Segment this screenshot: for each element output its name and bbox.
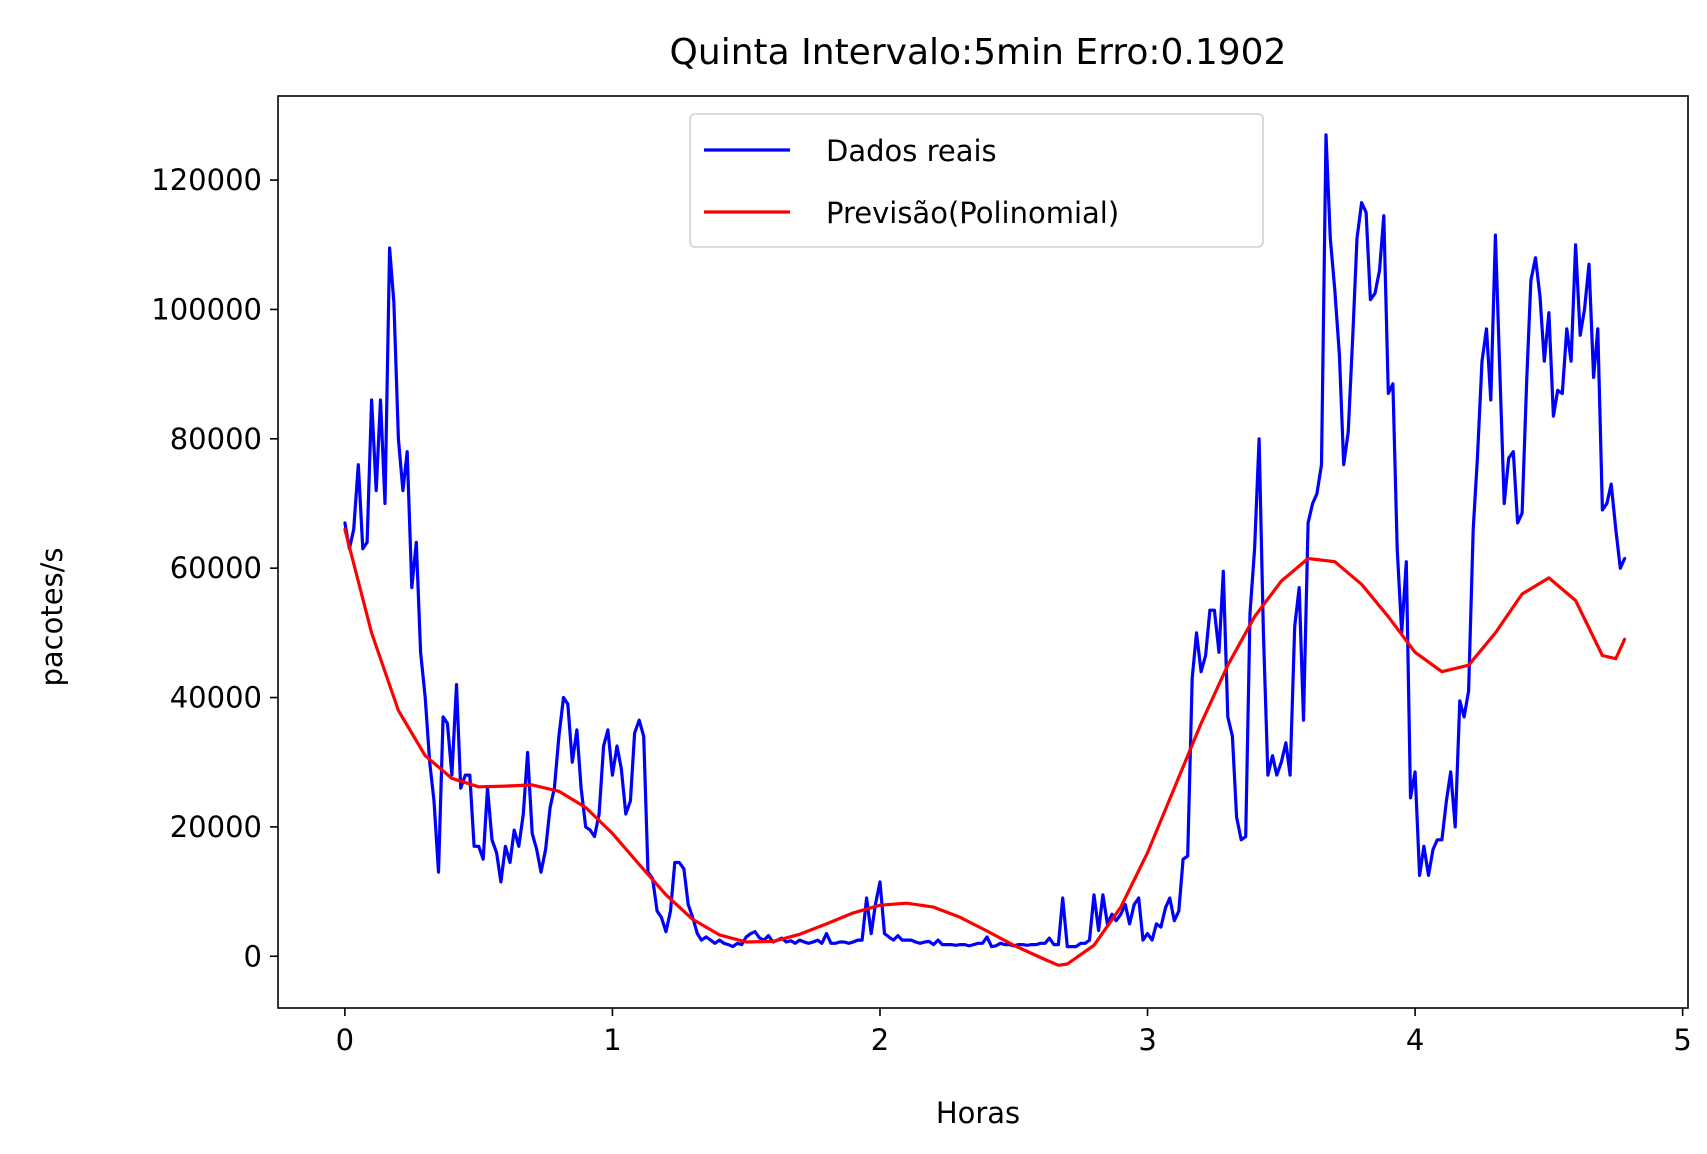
legend-label: Dados reais <box>826 134 997 168</box>
series-line-previsao <box>343 527 1627 967</box>
y-tick-label: 120000 <box>151 163 262 197</box>
x-tick-label: 1 <box>603 1023 621 1057</box>
legend-label: Previsão(Polinomial) <box>826 196 1119 230</box>
y-tick-label: 80000 <box>170 422 262 456</box>
chart-title: Quinta Intervalo:5min Erro:0.1902 <box>670 32 1287 73</box>
series-lines <box>343 133 1627 967</box>
plot-axes: 0 1 2 3 4 5 0 20000 40000 60000 80000 100000 120000 <box>151 95 1692 1057</box>
y-tick-label: 20000 <box>170 810 262 844</box>
x-axis-label: Horas <box>936 1096 1020 1130</box>
y-tick-label: 0 <box>244 939 262 973</box>
x-tick-label: 5 <box>1673 1023 1691 1057</box>
x-tick-label: 3 <box>1138 1023 1156 1057</box>
y-tick-label: 100000 <box>151 292 262 326</box>
x-tick-label: 2 <box>871 1023 889 1057</box>
y-axis-label: pacotes/s <box>35 547 69 686</box>
x-tick-label: 4 <box>1406 1023 1424 1057</box>
y-tick-label: 60000 <box>170 551 262 585</box>
x-tick-label: 0 <box>336 1023 354 1057</box>
y-tick-label: 40000 <box>170 681 262 715</box>
plot-frame <box>277 95 1689 1009</box>
series-line-dados-reais <box>343 133 1627 949</box>
legend-box <box>689 113 1264 248</box>
legend: Dados reais Previsão(Polinomial) <box>689 113 1264 248</box>
